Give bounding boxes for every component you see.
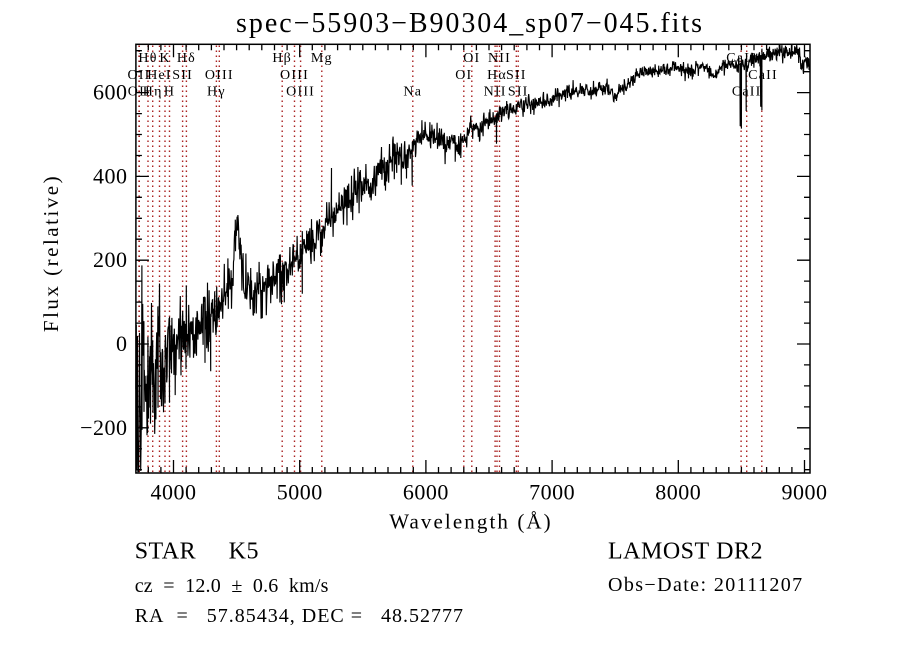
svg-text:SII: SII <box>506 68 527 83</box>
svg-text:7000: 7000 <box>529 480 575 505</box>
svg-text:NII: NII <box>484 85 507 100</box>
svg-text:400: 400 <box>93 163 128 188</box>
svg-text:5000: 5000 <box>277 480 323 505</box>
svg-text:H: H <box>164 85 175 100</box>
svg-text:Wavelength (Å): Wavelength (Å) <box>389 510 553 534</box>
svg-text:SII: SII <box>508 85 529 100</box>
svg-text:6000: 6000 <box>403 480 449 505</box>
svg-text:200: 200 <box>93 247 128 272</box>
svg-text:9000: 9000 <box>782 480 828 505</box>
svg-text:Na: Na <box>403 85 422 100</box>
svg-text:CaII: CaII <box>748 68 778 83</box>
svg-text:HeI: HeI <box>147 68 172 83</box>
svg-text:Hβ: Hβ <box>272 51 292 66</box>
svg-text:Hδ: Hδ <box>177 51 196 66</box>
svg-text:OIII: OIII <box>205 68 234 83</box>
svg-text:STAR K5: STAR K5 <box>135 539 259 565</box>
svg-text:0: 0 <box>116 331 128 356</box>
svg-text:8000: 8000 <box>655 480 701 505</box>
svg-text:Hθ: Hθ <box>138 51 157 66</box>
svg-text:−200: −200 <box>80 415 127 440</box>
svg-text:SII: SII <box>172 68 193 83</box>
svg-text:Obs−Date: 20111207: Obs−Date: 20111207 <box>608 574 804 596</box>
svg-text:OIII: OIII <box>286 85 315 100</box>
svg-text:Hη: Hη <box>143 85 163 100</box>
svg-text:NII: NII <box>488 51 511 66</box>
svg-text:OI: OI <box>455 68 472 83</box>
svg-text:OI: OI <box>463 51 480 66</box>
svg-text:LAMOST DR2: LAMOST DR2 <box>608 539 763 565</box>
svg-text:OIII: OIII <box>280 68 309 83</box>
svg-text:spec−55903−B90304_sp07−045.fit: spec−55903−B90304_sp07−045.fits <box>236 8 704 39</box>
svg-text:600: 600 <box>93 80 128 105</box>
svg-text:Mg: Mg <box>311 51 333 66</box>
svg-text:Hγ: Hγ <box>207 85 226 100</box>
svg-text:OII: OII <box>127 68 150 83</box>
svg-text:K: K <box>159 51 170 66</box>
svg-text:RA = 57.85434, DEC = 48.5: RA = 57.85434, DEC = 48.52777 <box>135 605 464 627</box>
svg-text:Hα: Hα <box>487 68 507 83</box>
svg-text:4000: 4000 <box>151 480 197 505</box>
svg-text:Flux (relative): Flux (relative) <box>39 174 63 332</box>
svg-text:CaII: CaII <box>726 51 756 66</box>
svg-text:cz = 12.0 ± 0.6 km/s: cz = 12.0 ± 0.6 km/s <box>135 575 329 597</box>
svg-text:OII: OII <box>128 85 151 100</box>
